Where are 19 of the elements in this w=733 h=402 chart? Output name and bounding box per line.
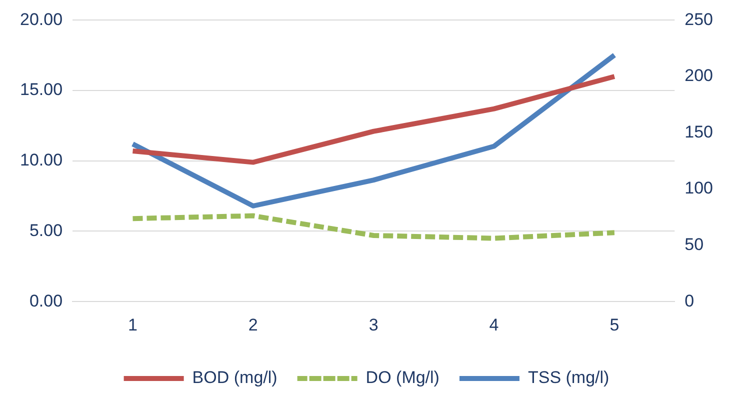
x-tick-label: 5 — [610, 315, 620, 334]
y-tick-label: 20.00 — [20, 10, 63, 29]
y2-tick-label: 200 — [684, 66, 714, 86]
y2-tick-label: 50 — [684, 235, 704, 254]
x-tick-label: 3 — [368, 315, 378, 334]
y2-tick-label: 150 — [684, 122, 714, 142]
legend-label: DO (Mg/l) — [366, 368, 440, 388]
y-tick-label: 0.00 — [29, 291, 63, 310]
y2-tick-label: 0 — [684, 291, 694, 310]
legend-label: BOD (mg/l) — [192, 368, 278, 388]
y-tick-label: 10.00 — [20, 150, 63, 170]
y2-tick-label: 100 — [684, 178, 714, 198]
y-tick-label: 5.00 — [29, 220, 63, 240]
x-tick-label: 4 — [489, 315, 499, 334]
y-tick-label: 15.00 — [20, 80, 63, 100]
legend-label: TSS (mg/l) — [528, 368, 610, 388]
x-tick-label: 1 — [128, 315, 138, 334]
y2-tick-label: 250 — [684, 10, 714, 29]
x-tick-label: 2 — [248, 315, 258, 334]
